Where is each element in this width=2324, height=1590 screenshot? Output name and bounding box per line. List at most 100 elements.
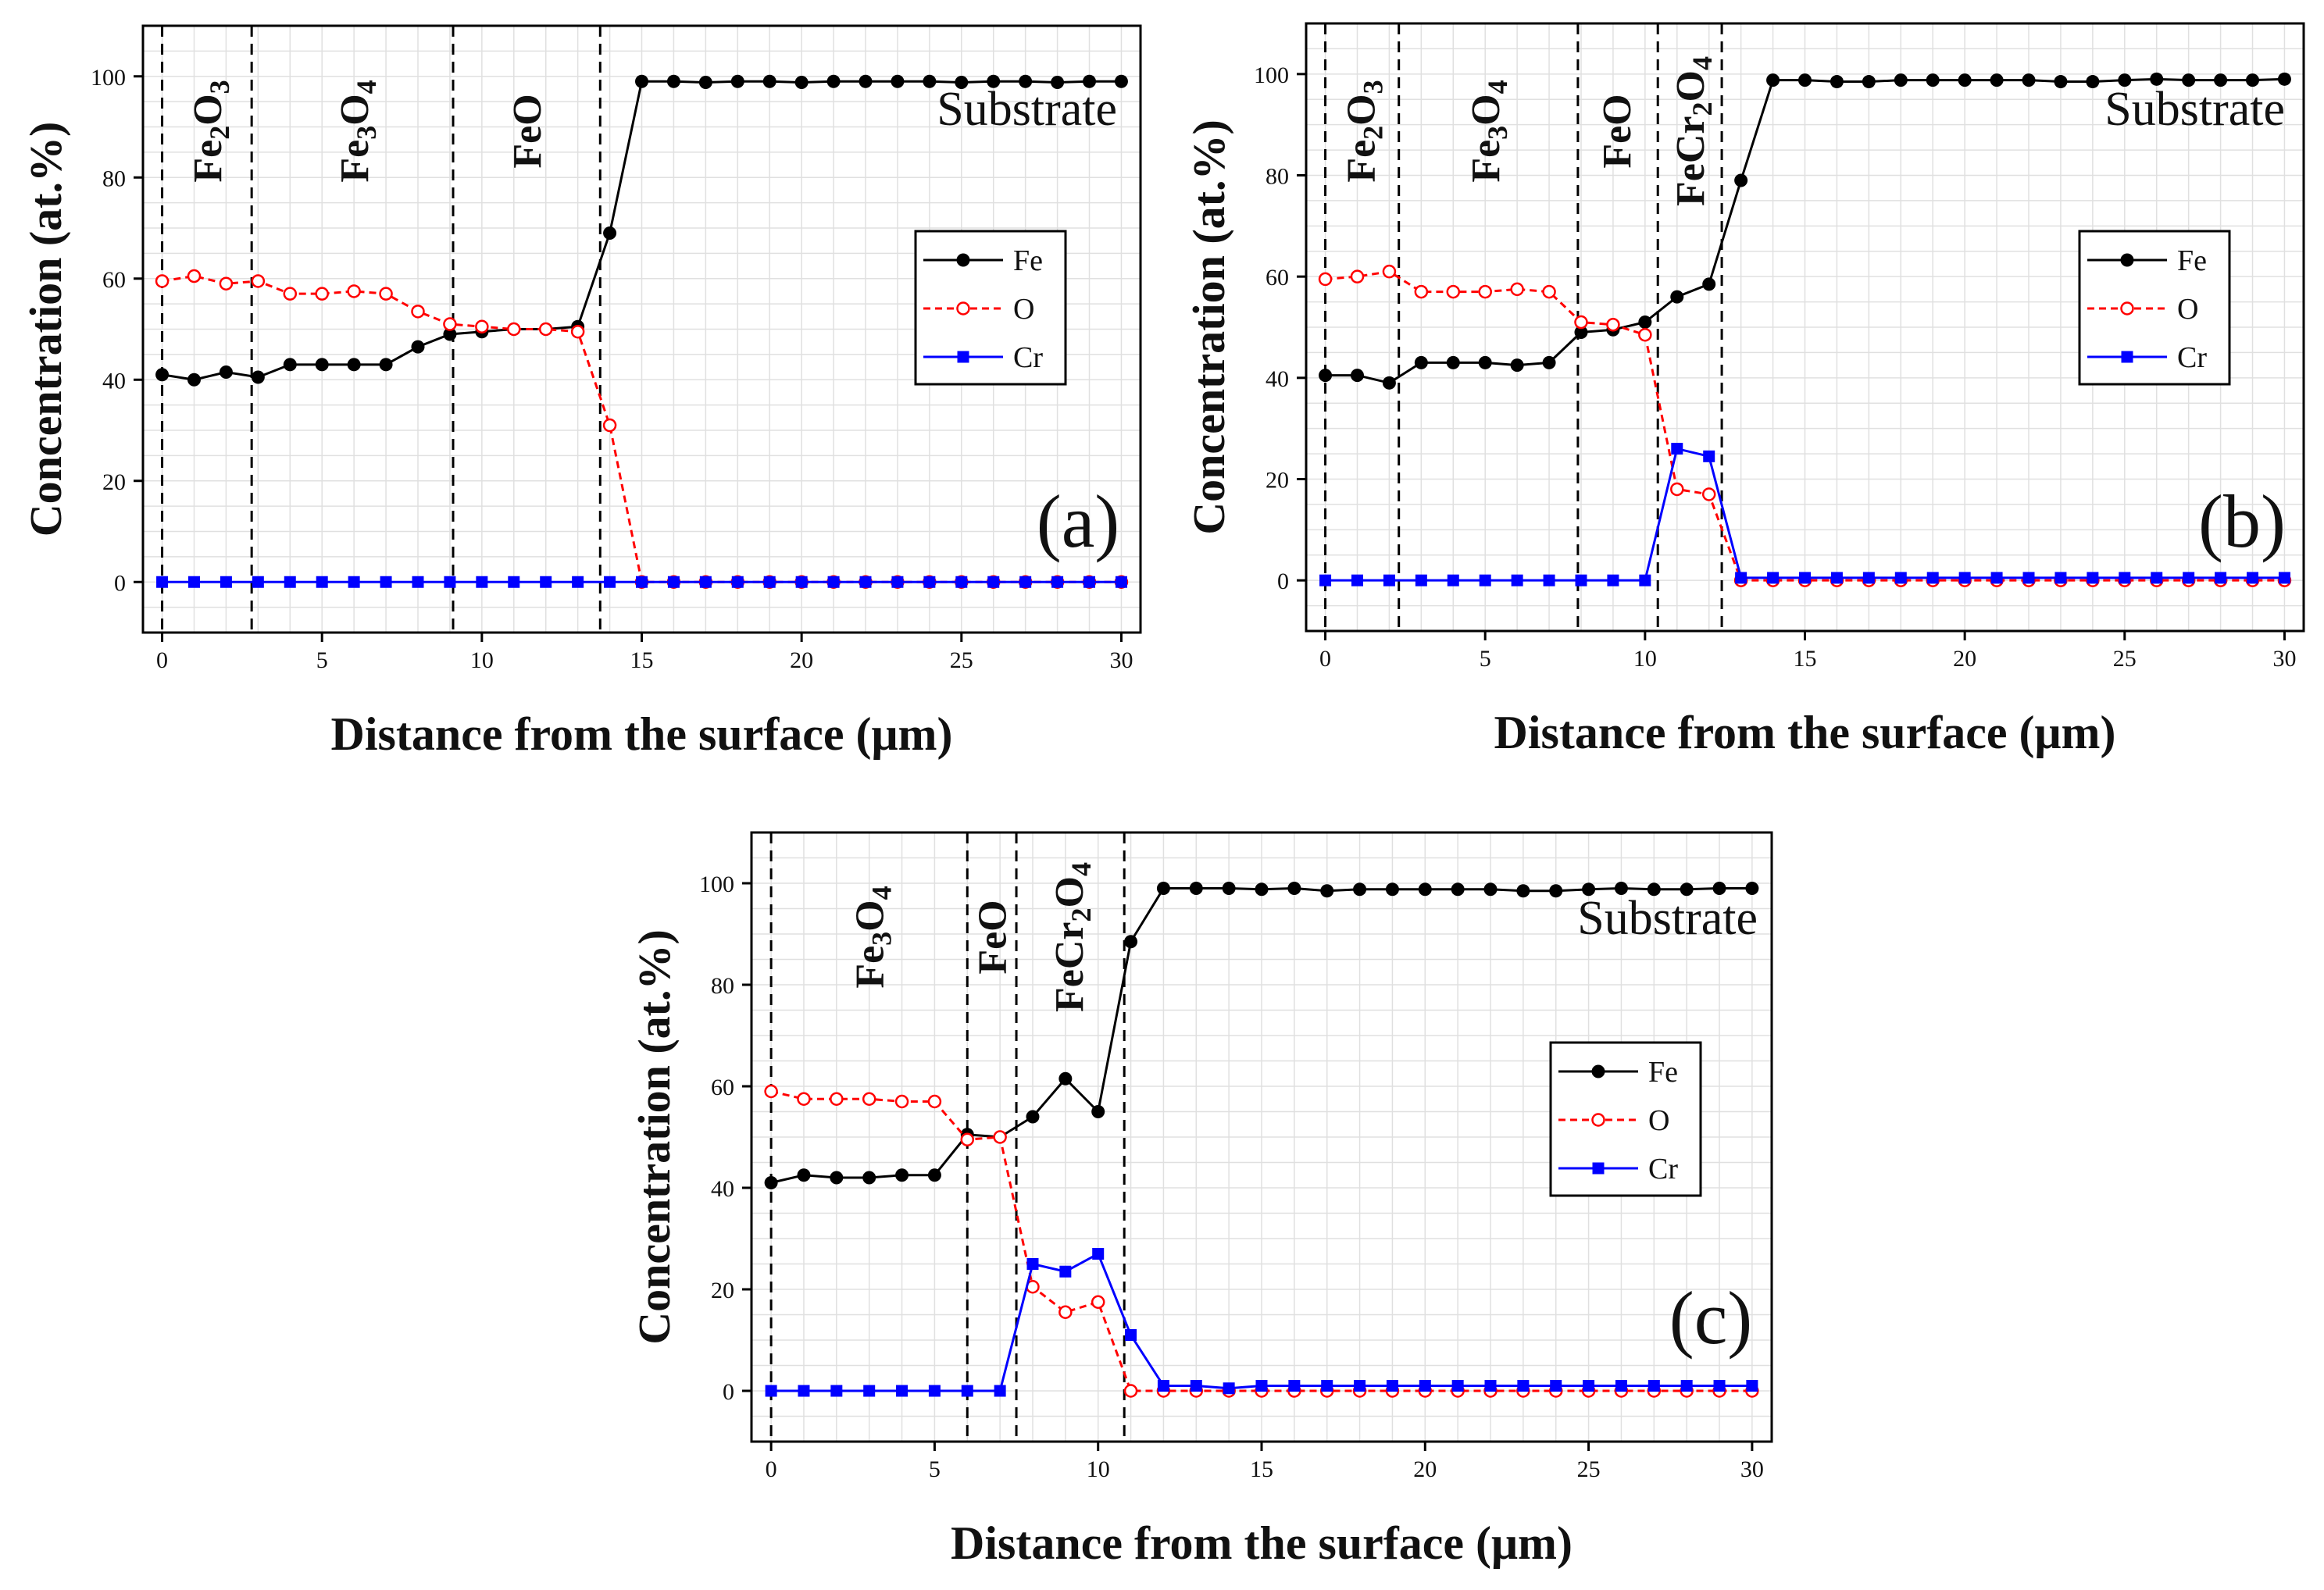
data-point-fe [862, 1171, 876, 1185]
data-point-cr [348, 576, 360, 588]
data-point-cr [1351, 574, 1363, 586]
data-point-cr [316, 576, 328, 588]
data-point-o [797, 1092, 811, 1106]
y-tick-label: 40 [711, 1176, 734, 1202]
layer-label: Fe3O4 [848, 886, 898, 988]
data-point-fe [1114, 74, 1128, 88]
data-point-o [830, 1092, 844, 1106]
data-point-cr [2119, 572, 2131, 584]
data-point-cr [2247, 572, 2259, 584]
data-point-cr [859, 576, 872, 588]
x-tick-label: 5 [1480, 646, 1491, 672]
data-point-fe [1712, 882, 1726, 895]
data-point-cr [284, 576, 296, 588]
data-point-fe [826, 74, 841, 88]
data-point-fe [2086, 75, 2100, 89]
data-point-o [187, 269, 202, 283]
layer-label-subscript: 3 [866, 932, 898, 946]
data-point-fe [2054, 75, 2068, 89]
data-point-cr [1680, 1380, 1693, 1392]
y-tick-label: 100 [1254, 62, 1289, 88]
x-tick-label: 25 [950, 647, 973, 673]
data-point-fe [2214, 73, 2228, 87]
data-point-cr [187, 576, 200, 588]
data-point-fe [1798, 73, 1812, 87]
layer-label: FeO [505, 94, 550, 168]
data-point-fe [315, 358, 329, 372]
layer-label-subscript: 4 [1687, 56, 1718, 70]
layer-label-text: FeCr [1048, 922, 1092, 1011]
data-point-fe [1414, 355, 1428, 369]
data-point-fe [1189, 882, 1203, 895]
data-point-fe [1638, 316, 1652, 330]
data-point-cr [1517, 1380, 1530, 1392]
data-point-fe [1124, 935, 1138, 949]
data-point-fe [895, 1168, 909, 1182]
data-point-cr [2054, 572, 2067, 584]
x-tick-label: 0 [766, 1456, 777, 1482]
data-point-cr [1550, 1380, 1562, 1392]
data-point-fe [1582, 882, 1596, 897]
x-tick-label: 25 [2113, 646, 2137, 672]
data-point-o [1542, 284, 1556, 299]
data-point-o [443, 317, 457, 331]
data-point-cr [1447, 574, 1459, 586]
data-point-fe [1894, 73, 1908, 87]
chart-panel-c: 0 5 10 15 20 25 30 0 20 40 60 80 100 Distance from th… [629, 831, 1773, 1569]
legend-marker-cr [1592, 1162, 1605, 1175]
data-point-fe [1483, 882, 1498, 897]
data-point-o [1701, 487, 1716, 501]
x-tick-label: 20 [1953, 646, 1976, 672]
data-point-cr [2151, 572, 2163, 584]
y-tick-label: 20 [102, 469, 126, 495]
data-point-fe [283, 358, 297, 372]
layer-label-text: FeCr [1669, 116, 1713, 205]
data-point-fe [1026, 1110, 1040, 1124]
data-point-cr [1479, 574, 1491, 586]
legend-label-cr: Cr [2177, 341, 2207, 374]
data-point-o [155, 274, 170, 288]
data-point-fe [1319, 369, 1333, 383]
data-point-fe [927, 1168, 941, 1182]
layer-label: FeO [971, 900, 1016, 974]
data-point-fe [698, 76, 712, 90]
layer-label-subscript: 4 [866, 886, 898, 900]
data-point-fe [1516, 884, 1530, 898]
data-point-cr [1607, 574, 1619, 586]
data-point-cr [961, 1385, 973, 1397]
x-tick-label: 10 [1087, 1456, 1110, 1482]
layer-label-text: Fe [333, 140, 377, 183]
substrate-annotation: Substrate [937, 83, 1117, 136]
data-point-cr [1639, 574, 1651, 586]
data-point-o [251, 274, 266, 288]
layer-label-text: O [333, 94, 377, 125]
data-point-cr [380, 576, 392, 588]
data-point-fe [1350, 369, 1364, 383]
data-point-o [1638, 327, 1652, 342]
data-point-cr [1713, 1380, 1726, 1392]
data-point-fe [1510, 358, 1524, 373]
data-point-cr [604, 576, 616, 588]
layer-label: Fe2O3 [186, 80, 235, 182]
legend-marker-o [1591, 1113, 1605, 1127]
panel-label: (b) [2198, 479, 2286, 563]
panel-label: (c) [1669, 1276, 1753, 1360]
layer-label-subscript: 2 [1358, 126, 1389, 140]
data-point-fe [155, 368, 170, 382]
data-point-fe [1382, 376, 1396, 390]
data-point-fe [1670, 290, 1684, 304]
data-point-cr [1319, 574, 1332, 586]
layer-label-text: Fe [1340, 140, 1384, 183]
data-point-cr [444, 576, 456, 588]
data-point-cr [412, 576, 424, 588]
legend-label-o: O [1648, 1104, 1669, 1137]
data-point-cr [955, 576, 968, 588]
data-point-cr [731, 576, 744, 588]
x-tick-label: 5 [316, 647, 328, 673]
legend-label-o: O [1013, 293, 1034, 326]
data-point-cr [1575, 574, 1587, 586]
x-tick-label: 20 [790, 647, 813, 673]
data-point-fe [830, 1171, 844, 1185]
data-point-fe [1734, 173, 1748, 187]
data-point-o [894, 1094, 909, 1109]
